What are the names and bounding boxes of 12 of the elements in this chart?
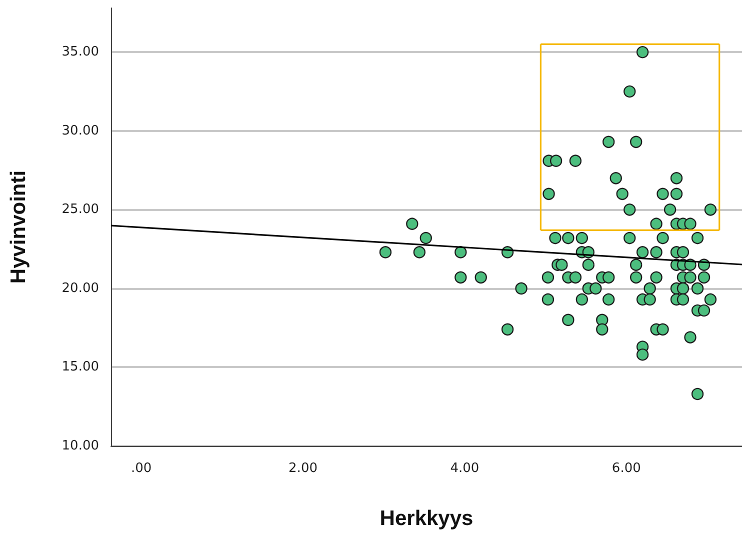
x-tick-label: 6.00	[612, 461, 641, 476]
y-tick-label: 35.00	[62, 44, 99, 60]
y-tick-label: 10.00	[62, 438, 99, 454]
x-tick-label: .00	[130, 461, 152, 476]
x-axis-title: Herkkyys	[380, 507, 474, 530]
y-tick-label: 30.00	[62, 123, 99, 138]
y-axis-title: Hyvinvointi	[7, 170, 30, 284]
y-tick-label: 15.00	[62, 360, 99, 375]
y-tick-label: 20.00	[62, 280, 99, 296]
x-tick-label: 4.00	[450, 461, 480, 476]
y-tick-label: 25.00	[62, 202, 99, 218]
x-tick-label: 2.00	[288, 461, 318, 476]
